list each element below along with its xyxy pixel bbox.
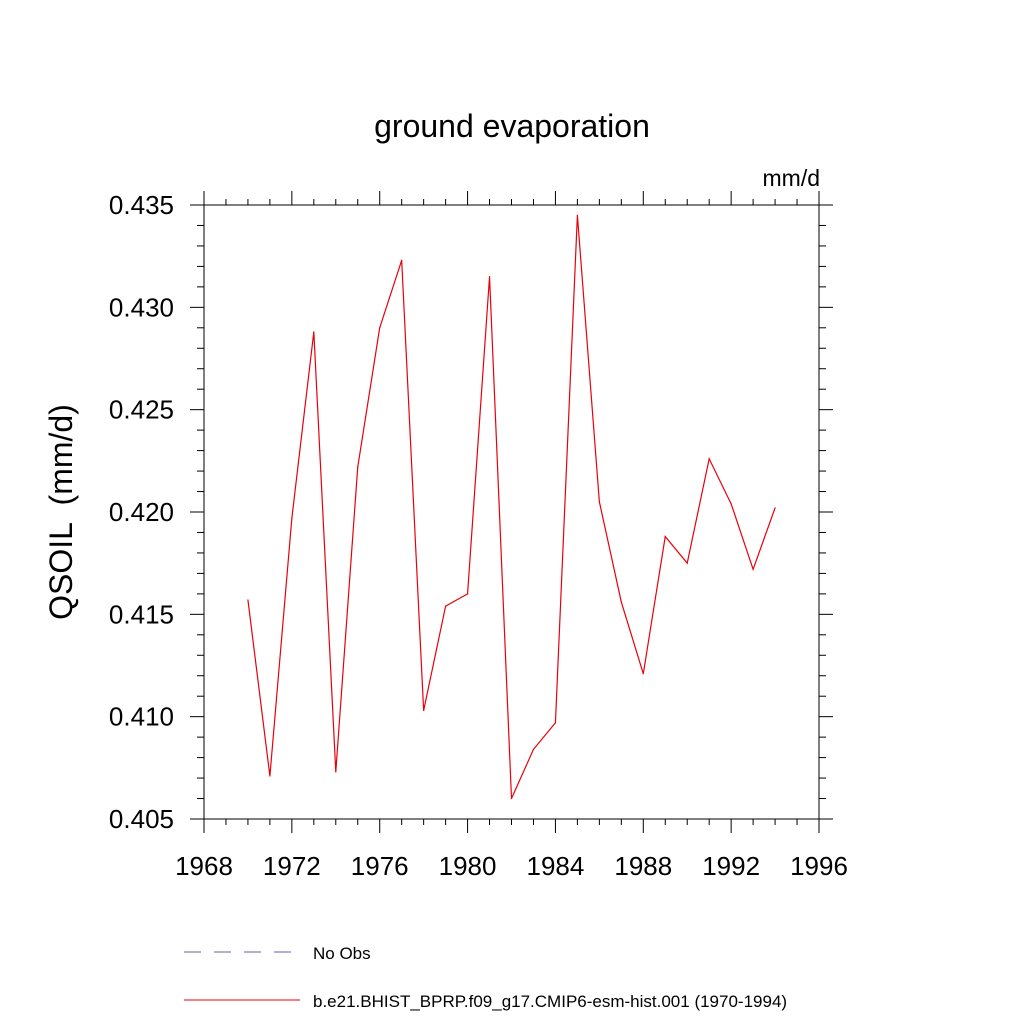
series-line-0: [247, 215, 776, 799]
y-tick-label: 0.435: [109, 190, 174, 220]
data-point: [532, 748, 535, 751]
y-tick-label: 0.430: [109, 292, 174, 322]
units-label: mm/d: [763, 165, 821, 191]
data-point: [686, 562, 688, 564]
data-point: [357, 466, 359, 468]
x-tick-label: 1968: [175, 851, 233, 881]
data-point: [708, 458, 710, 460]
data-point: [445, 605, 447, 607]
data-point: [642, 673, 644, 675]
data-point: [620, 601, 622, 603]
y-axis-label: QSOIL (mm/d): [43, 404, 79, 620]
data-point: [774, 507, 776, 509]
series-layer: [247, 214, 776, 800]
data-point: [335, 771, 337, 773]
y-tick-label: 0.415: [109, 599, 174, 629]
data-point: [488, 276, 491, 278]
legend: No Obs b.e21.BHIST_BPRP.f09_g17.CMIP6-esm…: [184, 944, 787, 1011]
legend-label: No Obs: [313, 944, 371, 963]
legend-label: b.e21.BHIST_BPRP.f09_g17.CMIP6-esm-hist.…: [313, 992, 787, 1011]
data-point: [598, 501, 600, 503]
data-point: [247, 599, 249, 601]
data-point: [554, 722, 557, 724]
data-point: [269, 775, 271, 777]
data-point: [466, 593, 469, 595]
data-point: [313, 331, 315, 333]
y-tick-labels: 0.405 0.410 0.415 0.420 0.425 0.430 0.435: [109, 190, 174, 834]
data-point: [752, 568, 754, 570]
y-tick-label: 0.410: [109, 702, 174, 732]
data-point: [730, 503, 732, 505]
y-tick-label: 0.420: [109, 497, 174, 527]
y-tick-label: 0.425: [109, 395, 174, 425]
data-point: [423, 709, 425, 712]
data-point: [664, 535, 666, 538]
x-tick-label: 1984: [527, 851, 585, 881]
data-point: [576, 214, 578, 216]
plot-frame: [203, 204, 820, 820]
data-point: [379, 327, 381, 329]
axis-ticks: [190, 191, 833, 833]
y-tick-label: 0.405: [109, 804, 174, 834]
x-tick-label: 1988: [614, 851, 672, 881]
data-point: [510, 797, 513, 800]
data-point: [401, 259, 403, 261]
chart-title: ground evaporation: [374, 108, 650, 144]
x-tick-label: 1972: [263, 851, 321, 881]
x-tick-label: 1980: [439, 851, 497, 881]
x-tick-label: 1996: [790, 851, 848, 881]
data-point: [291, 517, 293, 519]
x-tick-labels: 1968 1972 1976 1980 1984 1988 1992 1996: [175, 851, 848, 881]
x-tick-label: 1992: [702, 851, 760, 881]
x-tick-label: 1976: [351, 851, 409, 881]
